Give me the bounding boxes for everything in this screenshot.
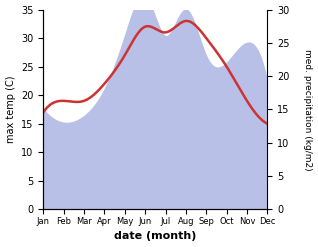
Y-axis label: max temp (C): max temp (C) — [5, 76, 16, 143]
X-axis label: date (month): date (month) — [114, 231, 197, 242]
Y-axis label: med. precipitation (kg/m2): med. precipitation (kg/m2) — [303, 49, 313, 170]
